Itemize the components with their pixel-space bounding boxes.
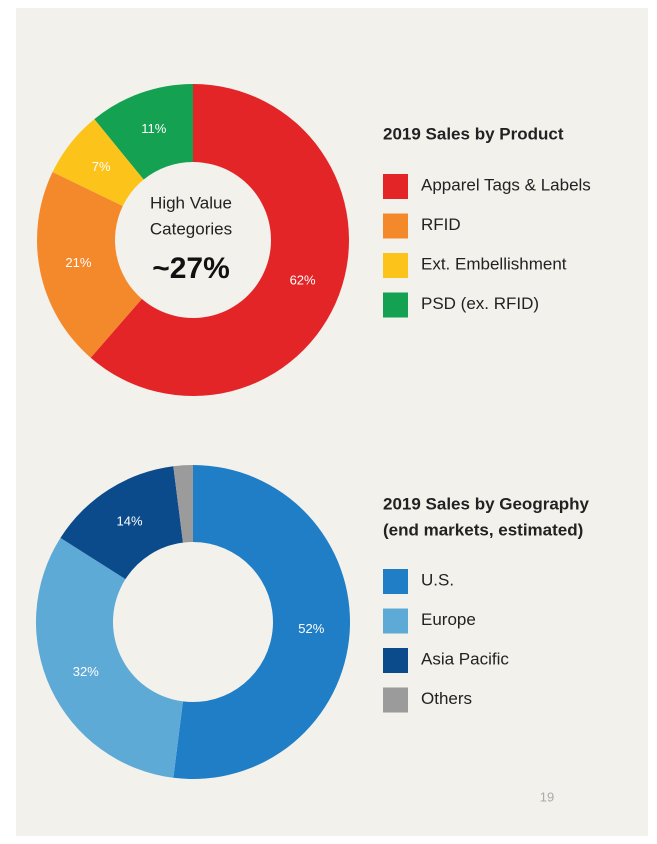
center-text: Categories [150, 219, 232, 238]
donut-slice [52, 119, 144, 207]
donut-slice [60, 466, 183, 580]
donut-slice [94, 84, 193, 180]
legend-swatch [383, 687, 408, 713]
legend-swatch [383, 253, 408, 278]
value-label: 62% [290, 272, 316, 287]
legend-label: PSD (ex. RFID) [421, 294, 539, 313]
center-value: ~27% [152, 252, 230, 285]
center-text: High Value [150, 193, 232, 212]
donut-slice [173, 465, 193, 543]
legend-title: 2019 Sales by Product [383, 124, 564, 143]
donut-slice [173, 465, 350, 779]
page-number: 19 [540, 789, 554, 804]
legend-label: Others [421, 689, 472, 708]
legend-label: Asia Pacific [421, 649, 509, 668]
value-label: 7% [92, 159, 111, 174]
value-label: 52% [298, 621, 324, 636]
donut-slice [36, 537, 183, 778]
value-label: 32% [73, 664, 99, 679]
legend-swatch [383, 648, 408, 673]
value-label: 21% [65, 255, 91, 270]
donut-slice [37, 172, 142, 358]
legend-label: Apparel Tags & Labels [421, 175, 591, 194]
legend-label: Europe [421, 610, 476, 629]
legend-title: 2019 Sales by Geography [383, 494, 590, 513]
value-label: 14% [116, 513, 142, 528]
value-label: 11% [141, 121, 166, 136]
legend-label: Ext. Embellishment [421, 254, 567, 273]
legend-swatch [383, 292, 408, 318]
legend-swatch [383, 213, 408, 239]
legend-swatch [383, 608, 408, 634]
legend-swatch [383, 569, 408, 594]
legend-label: RFID [421, 215, 461, 234]
legend-subtitle: (end markets, estimated) [383, 520, 583, 539]
legend-swatch [383, 174, 408, 199]
legend-label: U.S. [421, 570, 454, 589]
donut-slice [90, 84, 349, 396]
